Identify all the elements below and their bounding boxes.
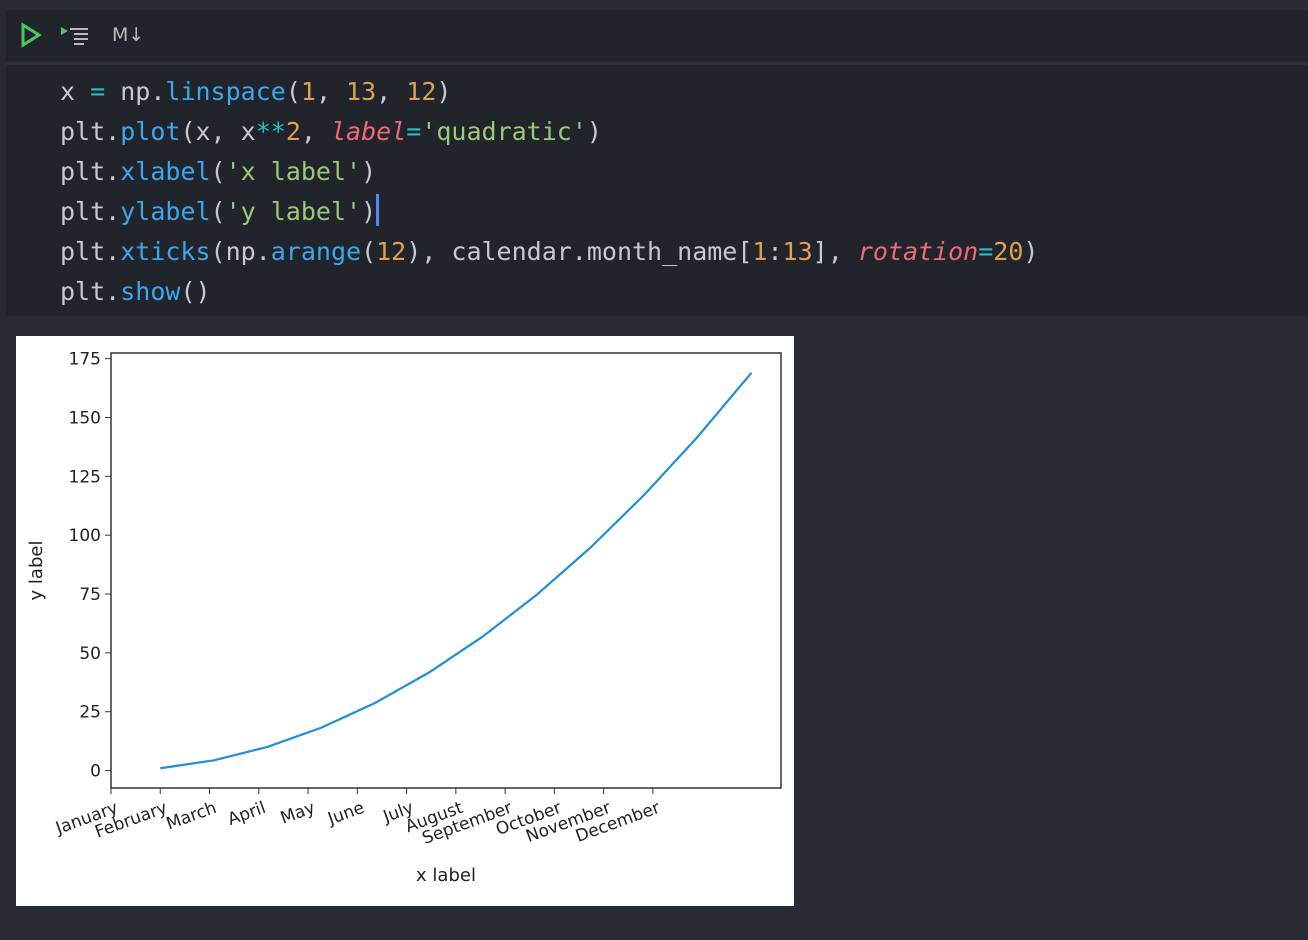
code-token: ( xyxy=(285,77,301,106)
code-token: 13 xyxy=(782,237,813,266)
code-token: ylabel xyxy=(120,197,211,226)
code-token: () xyxy=(180,277,211,306)
code-token: , xyxy=(300,117,331,146)
y-tick-label: 100 xyxy=(69,526,101,546)
y-tick-label: 150 xyxy=(69,408,101,428)
code-token: 'quadratic' xyxy=(421,117,587,146)
y-tick-label: 25 xyxy=(79,703,101,723)
x-tick-label: May xyxy=(278,798,318,829)
code-token: label xyxy=(330,117,407,146)
code-token: 12 xyxy=(406,77,437,106)
code-token: (np. xyxy=(210,237,271,266)
code-token: np. xyxy=(105,77,166,106)
y-tick-label: 0 xyxy=(90,762,101,782)
code-token: = xyxy=(406,117,422,146)
y-tick-label: 175 xyxy=(69,350,101,370)
code-token: ( xyxy=(210,157,226,186)
code-line: plt.plot(x, x**2, label='quadratic') xyxy=(60,112,1038,152)
code-token: plot xyxy=(120,117,181,146)
code-token: ) xyxy=(361,197,377,226)
code-token: 1 xyxy=(752,237,768,266)
cell-toolbar: M↓ xyxy=(6,10,1308,65)
code-token: plt. xyxy=(60,277,121,306)
code-line: plt.xlabel('x label') xyxy=(60,152,1038,192)
code-token: = xyxy=(978,237,994,266)
code-line: plt.show() xyxy=(60,272,1038,312)
code-token: 2 xyxy=(285,117,301,146)
code-line: plt.ylabel('y label') xyxy=(60,192,1038,232)
code-token: rotation xyxy=(857,237,979,266)
code-token: x xyxy=(60,77,91,106)
code-token: 'y label' xyxy=(225,197,362,226)
code-token: ** xyxy=(255,117,286,146)
code-token: plt. xyxy=(60,157,121,186)
code-token: plt. xyxy=(60,117,121,146)
code-token: , xyxy=(376,77,407,106)
code-token: : xyxy=(767,237,783,266)
code-editor[interactable]: x = np.linspace(1, 13, 12) plt.plot(x, x*… xyxy=(60,72,1038,312)
markdown-toggle[interactable]: M↓ xyxy=(112,24,145,46)
top-bar xyxy=(0,0,1308,10)
y-tick-label: 75 xyxy=(79,585,101,605)
code-token: 13 xyxy=(346,77,377,106)
code-token: 20 xyxy=(993,237,1024,266)
code-token: plt. xyxy=(60,197,121,226)
run-cells-icon[interactable] xyxy=(60,22,94,48)
code-token: ( xyxy=(361,237,377,266)
x-tick-label: March xyxy=(164,798,220,835)
y-axis-label: y label xyxy=(26,541,47,601)
code-token: show xyxy=(120,277,181,306)
code-token: plt. xyxy=(60,237,121,266)
code-token: linspace xyxy=(165,77,286,106)
play-icon[interactable] xyxy=(20,22,42,48)
code-token: ) xyxy=(1023,237,1039,266)
code-token: ) xyxy=(586,117,602,146)
x-axis-label: x label xyxy=(416,865,476,886)
y-tick-label: 50 xyxy=(79,644,101,664)
y-tick-label: 125 xyxy=(69,467,101,487)
code-line: x = np.linspace(1, 13, 12) xyxy=(60,72,1038,112)
text-cursor xyxy=(376,194,380,226)
code-token: 1 xyxy=(300,77,316,106)
code-token: = xyxy=(90,77,106,106)
data-line xyxy=(160,372,753,770)
code-cell[interactable]: M↓ x = np.linspace(1, 13, 12) plt.plot(x,… xyxy=(6,10,1308,316)
code-token: ], xyxy=(812,237,858,266)
x-tick-label: June xyxy=(324,798,367,830)
code-token: (x, x xyxy=(180,117,256,146)
axes-frame xyxy=(110,352,782,789)
code-token: ) xyxy=(436,77,452,106)
code-token: ( xyxy=(210,197,226,226)
code-token: ) xyxy=(361,157,377,186)
plot-output: 0 25 50 75 100 125 150 175 January February March A… xyxy=(16,336,794,906)
code-token: arange xyxy=(270,237,362,266)
code-token: 12 xyxy=(376,237,407,266)
x-tick-label: April xyxy=(225,798,268,830)
code-token: ), calendar.month_name[ xyxy=(406,237,753,266)
code-token: , xyxy=(315,77,347,106)
code-token: xticks xyxy=(120,237,211,266)
code-token: 'x label' xyxy=(225,157,362,186)
code-line: plt.xticks(np.arange(12), calendar.month… xyxy=(60,232,1038,272)
code-token: xlabel xyxy=(120,157,211,186)
